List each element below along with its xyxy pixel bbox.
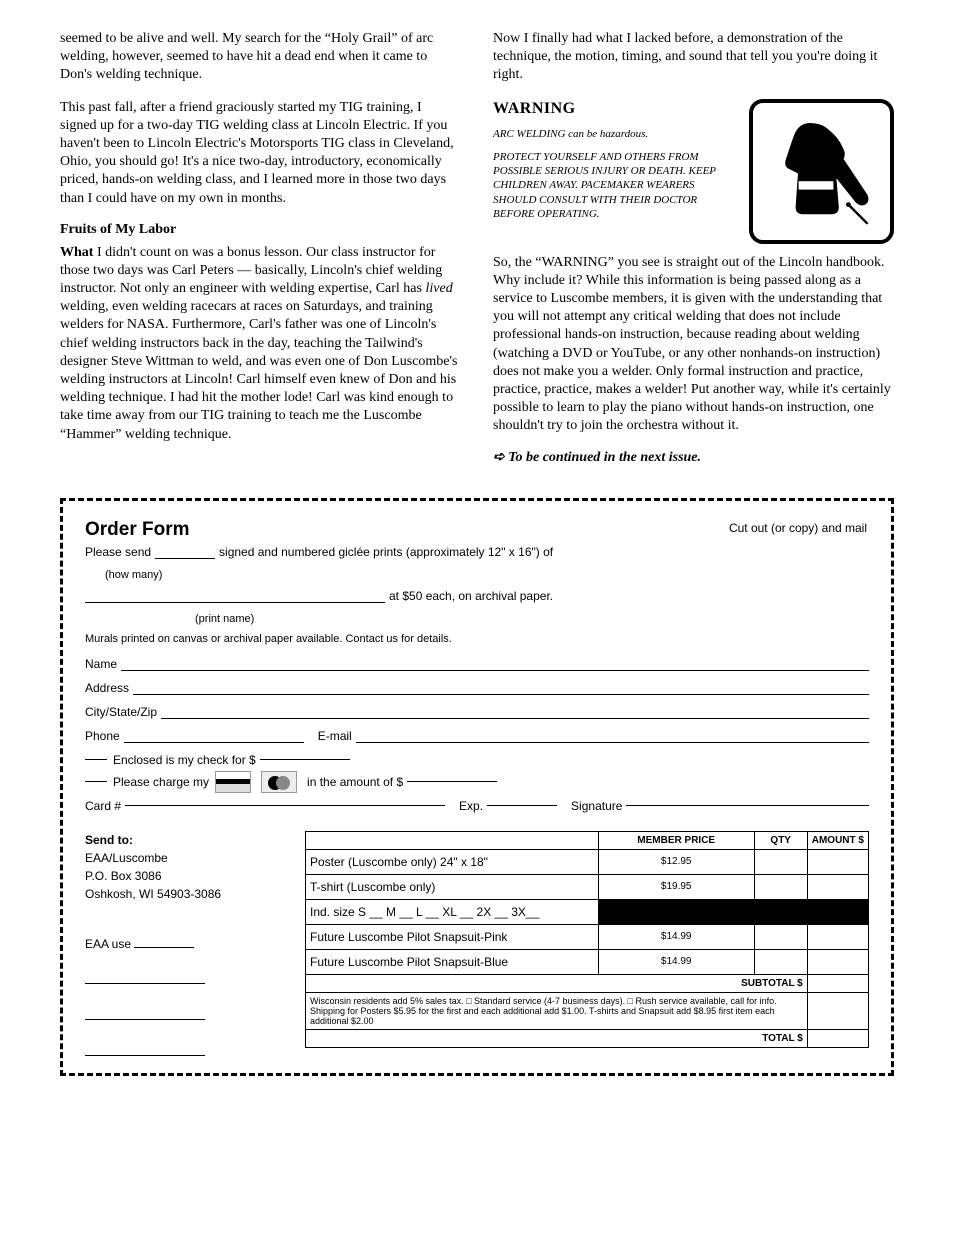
csz-label: City/State/Zip xyxy=(85,705,157,719)
qty-blank[interactable] xyxy=(155,545,215,559)
order-table: MEMBER PRICE QTY AMOUNT $ Poster (Luscom… xyxy=(305,831,869,1048)
charge-amount-blank[interactable] xyxy=(407,781,497,782)
table-row: T-shirt (Luscombe only) $19.95 xyxy=(306,874,869,899)
subtotal-row: SUBTOTAL $ xyxy=(306,974,869,992)
shipping-row: Wisconsin residents add 5% sales tax. □ … xyxy=(306,992,869,1029)
sig-blank[interactable] xyxy=(626,805,869,806)
card-blank[interactable] xyxy=(125,805,445,806)
col-item xyxy=(306,831,599,849)
mastercard-icon[interactable] xyxy=(261,771,297,793)
print-name-row: at $50 each, on archival paper. xyxy=(85,589,869,603)
how-many-note: (how many) xyxy=(105,569,869,581)
welder-illustration xyxy=(749,99,894,244)
csz-blank[interactable] xyxy=(161,705,869,719)
addr-line-2: P.O. Box 3086 xyxy=(85,867,285,885)
printname-blank[interactable] xyxy=(85,589,385,603)
addr-line-1: EAA/Luscombe xyxy=(85,849,285,867)
upper-left-column: seemed to be alive and well. My search f… xyxy=(60,30,461,482)
eaa-use-label: EAA use xyxy=(85,937,131,951)
col-price: MEMBER PRICE xyxy=(598,831,754,849)
warning-detail: PROTECT YOURSELF AND OTHERS FROM POSSIBL… xyxy=(493,150,739,221)
qty-cell[interactable] xyxy=(754,924,807,949)
qty-cell[interactable] xyxy=(754,874,807,899)
name-label: Name xyxy=(85,657,117,671)
para-r1: Now I finally had what I lacked before, … xyxy=(493,30,894,85)
para-2: This past fall, after a friend graciousl… xyxy=(60,99,461,208)
welder-icon xyxy=(762,111,882,231)
eaa-use-blank-3[interactable] xyxy=(85,1019,205,1020)
amount-label: in the amount of $ xyxy=(307,775,403,789)
charge-checkbox[interactable] xyxy=(85,781,107,782)
sig-label: Signature xyxy=(571,799,622,813)
charge-label: Please charge my xyxy=(113,775,209,789)
phone-blank[interactable] xyxy=(124,729,304,743)
name-blank[interactable] xyxy=(121,657,869,671)
para-3: What I didn't count on was a bonus lesso… xyxy=(60,244,461,444)
amount-cell[interactable] xyxy=(807,924,868,949)
eaa-use-blank-2[interactable] xyxy=(85,983,205,984)
check-label: Enclosed is my check for $ xyxy=(113,753,256,767)
para-1: seemed to be alive and well. My search f… xyxy=(60,30,461,85)
visa-icon[interactable] xyxy=(215,771,251,793)
table-row: Future Luscombe Pilot Snapsuit-Pink $14.… xyxy=(306,924,869,949)
print-name-note: (print name) xyxy=(195,613,869,625)
address-label: Address xyxy=(85,681,129,695)
col-qty: QTY xyxy=(754,831,807,849)
eaa-use-blank-1[interactable] xyxy=(134,947,194,948)
murals-note: Murals printed on canvas or archival pap… xyxy=(85,633,869,645)
send-to-label: Send to: xyxy=(85,831,285,849)
phone-label: Phone xyxy=(85,729,120,743)
qty-cell[interactable] xyxy=(754,949,807,974)
upper-right-column: Now I finally had what I lacked before, … xyxy=(493,30,894,482)
warning-title: WARNING xyxy=(493,99,739,120)
warning-hazard: ARC WELDING can be hazardous. xyxy=(493,127,739,141)
amount-cell[interactable] xyxy=(807,874,868,899)
amount-cell[interactable] xyxy=(807,849,868,874)
amount-cell[interactable] xyxy=(807,949,868,974)
total-row: TOTAL $ xyxy=(306,1029,869,1047)
email-label: E-mail xyxy=(318,729,352,743)
table-row: Poster (Luscombe only) 24" x 18" $12.95 xyxy=(306,849,869,874)
order-form: Cut out (or copy) and mail Order Form Pl… xyxy=(60,498,894,1076)
para-r2: So, the “WARNING” you see is straight ou… xyxy=(493,254,894,436)
continued-footer: ➪ To be continued in the next issue. xyxy=(493,449,894,467)
email-blank[interactable] xyxy=(356,729,869,743)
payment-section: Enclosed is my check for $ Please charge… xyxy=(85,753,869,813)
please-send-row: Please send signed and numbered giclée p… xyxy=(85,545,869,559)
fruits-heading: Fruits of My Labor xyxy=(60,222,461,238)
table-row: Ind. size S __ M __ L __ XL __ 2X __ 3X_… xyxy=(306,899,869,924)
shipping-cell[interactable] xyxy=(807,992,868,1029)
eaa-use-blank-4[interactable] xyxy=(85,1055,205,1056)
warning-block: WARNING ARC WELDING can be hazardous. PR… xyxy=(493,99,894,244)
address-blank[interactable] xyxy=(133,681,869,695)
subtotal-cell[interactable] xyxy=(807,974,868,992)
exp-label: Exp. xyxy=(459,799,483,813)
table-header-row: MEMBER PRICE QTY AMOUNT $ xyxy=(306,831,869,849)
check-checkbox[interactable] xyxy=(85,759,107,760)
check-amount-blank[interactable] xyxy=(260,759,350,760)
cut-mail-note: Cut out (or copy) and mail xyxy=(729,521,867,535)
total-cell[interactable] xyxy=(807,1029,868,1047)
exp-blank[interactable] xyxy=(487,805,557,806)
table-row: Future Luscombe Pilot Snapsuit-Blue $14.… xyxy=(306,949,869,974)
card-label: Card # xyxy=(85,799,121,813)
qty-cell[interactable] xyxy=(754,849,807,874)
col-amount: AMOUNT $ xyxy=(807,831,868,849)
addr-line-3: Oshkosh, WI 54903-3086 xyxy=(85,885,285,903)
send-to-block: Send to: EAA/Luscombe P.O. Box 3086 Oshk… xyxy=(85,831,285,1061)
